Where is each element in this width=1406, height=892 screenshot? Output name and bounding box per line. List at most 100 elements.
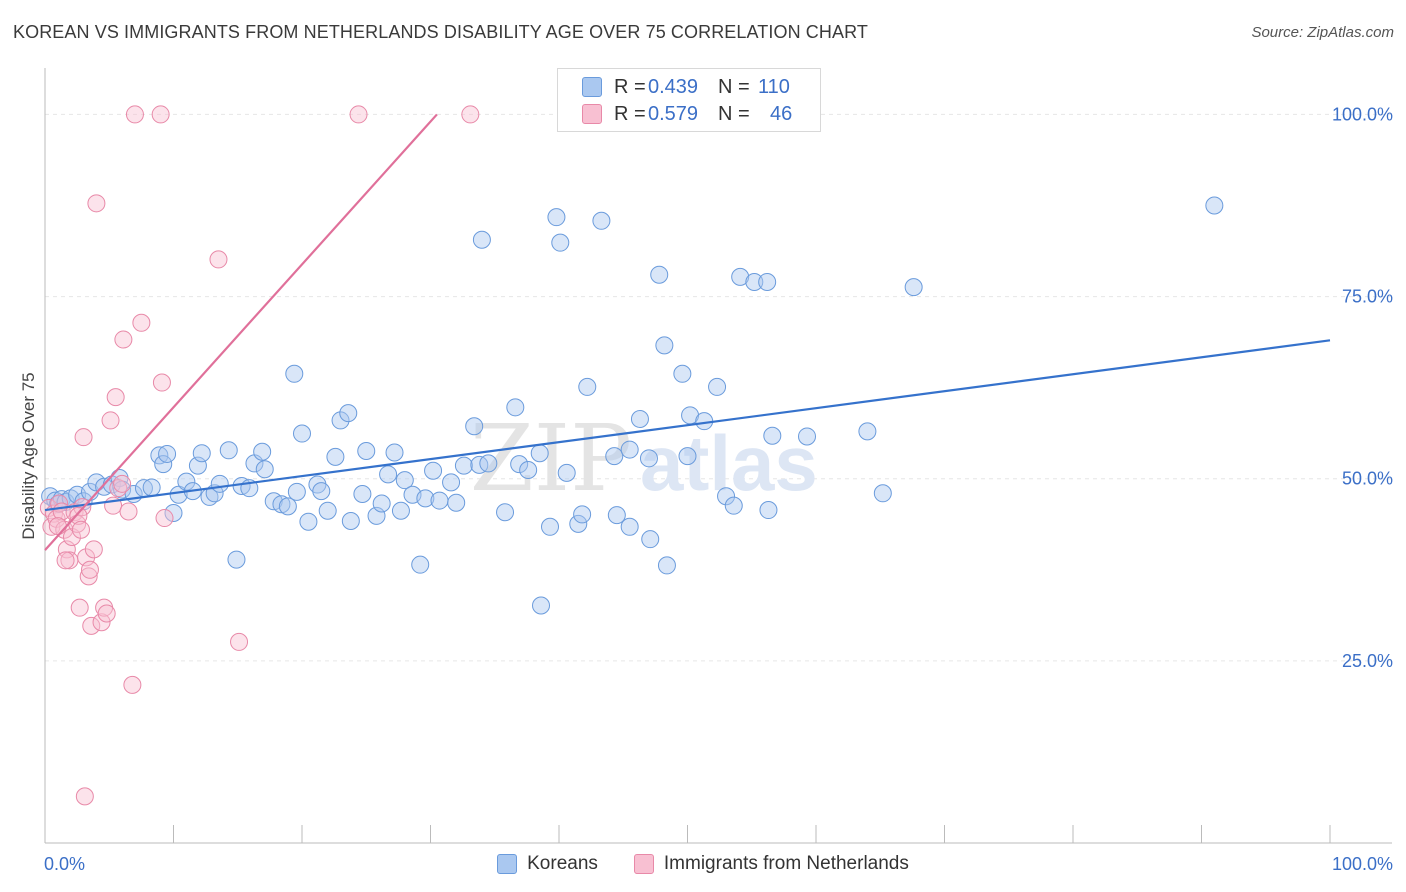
data-point-koreans xyxy=(724,496,743,515)
series-legend-koreans: Koreans xyxy=(497,853,598,875)
data-point-koreans xyxy=(287,482,306,501)
data-point-netherlands xyxy=(113,474,132,493)
data-points xyxy=(39,105,1224,806)
data-point-netherlands xyxy=(92,613,111,632)
data-point-koreans xyxy=(95,477,114,496)
data-point-koreans xyxy=(272,495,291,514)
series-label-netherlands: Immigrants from Netherlands xyxy=(663,853,909,874)
data-point-koreans xyxy=(293,424,311,443)
data-point-koreans xyxy=(430,491,449,510)
grid-lines xyxy=(45,113,1392,662)
data-point-koreans xyxy=(278,497,297,516)
data-point-koreans xyxy=(506,398,525,417)
x-tick-label: 0.0% xyxy=(44,854,85,874)
legend-r-label: R = xyxy=(614,75,646,98)
data-point-koreans xyxy=(655,336,674,355)
data-point-koreans xyxy=(858,422,877,441)
data-point-netherlands xyxy=(71,520,90,539)
data-point-netherlands xyxy=(48,517,67,536)
data-point-netherlands xyxy=(69,506,88,525)
data-point-koreans xyxy=(1205,196,1224,215)
data-point-koreans xyxy=(758,273,777,291)
data-point-koreans xyxy=(592,211,611,230)
data-point-koreans xyxy=(657,556,676,575)
data-point-netherlands xyxy=(106,388,125,407)
trend-line-koreans xyxy=(44,339,1331,512)
data-point-netherlands xyxy=(82,616,101,635)
data-point-koreans xyxy=(578,377,597,396)
data-point-koreans xyxy=(372,494,391,513)
data-point-koreans xyxy=(717,487,736,506)
legend-swatch-koreans xyxy=(582,77,602,97)
legend-r-value: 0.439 xyxy=(648,75,699,98)
trend-line-netherlands xyxy=(44,113,438,551)
data-point-koreans xyxy=(904,278,923,297)
data-point-koreans xyxy=(873,484,892,503)
data-point-netherlands xyxy=(230,632,249,651)
data-point-koreans xyxy=(620,440,639,459)
data-point-koreans xyxy=(547,208,566,227)
data-point-koreans xyxy=(339,404,358,423)
data-point-koreans xyxy=(530,444,549,463)
data-point-koreans xyxy=(227,550,246,569)
tick-labels: 25.0% 50.0% 75.0% 100.0% 0.0% 100.0% xyxy=(44,104,1393,874)
watermark-zip: ZIP xyxy=(470,405,632,512)
legend-n-value: 110 xyxy=(758,75,790,98)
data-point-koreans xyxy=(391,501,410,520)
data-point-koreans xyxy=(253,442,272,461)
data-point-koreans xyxy=(496,503,515,522)
y-tick-label: 25.0% xyxy=(1342,651,1393,671)
data-point-koreans xyxy=(731,267,750,286)
data-point-koreans xyxy=(357,442,376,461)
data-point-koreans xyxy=(395,471,414,490)
y-tick-label: 100.0% xyxy=(1332,104,1393,124)
legend-row-koreans: R = 0.439 N = 110 xyxy=(582,75,790,99)
data-point-netherlands xyxy=(119,502,138,521)
data-point-koreans xyxy=(150,446,169,465)
y-tick-label: 75.0% xyxy=(1342,287,1393,307)
data-point-koreans xyxy=(557,463,576,482)
data-point-koreans xyxy=(219,441,238,460)
data-point-koreans xyxy=(708,377,727,396)
data-point-netherlands xyxy=(151,105,170,124)
data-point-netherlands xyxy=(74,428,93,447)
data-point-koreans xyxy=(154,455,173,474)
data-point-koreans xyxy=(192,444,211,463)
data-point-netherlands xyxy=(80,560,99,579)
data-point-koreans xyxy=(285,364,304,383)
data-point-koreans xyxy=(385,443,404,462)
data-point-koreans xyxy=(532,596,551,615)
data-point-koreans xyxy=(745,273,764,291)
data-point-koreans xyxy=(341,511,360,530)
legend-n-value: 46 xyxy=(770,102,793,125)
data-point-netherlands xyxy=(75,787,94,806)
data-point-netherlands xyxy=(125,105,144,124)
data-point-koreans xyxy=(210,474,229,493)
data-point-koreans xyxy=(510,455,529,474)
data-point-koreans xyxy=(541,517,560,536)
data-point-koreans xyxy=(639,449,658,468)
axes xyxy=(44,68,1392,844)
data-point-koreans xyxy=(416,489,435,508)
data-point-koreans xyxy=(299,512,318,531)
legend-r-value: 0.579 xyxy=(648,102,699,125)
data-point-koreans xyxy=(678,447,697,466)
data-point-koreans xyxy=(650,265,669,284)
data-point-netherlands xyxy=(209,250,228,269)
data-point-koreans xyxy=(312,482,331,501)
chart-title: KOREAN VS IMMIGRANTS FROM NETHERLANDS DI… xyxy=(13,22,868,42)
data-point-koreans xyxy=(607,506,626,525)
data-point-koreans xyxy=(318,501,337,520)
data-point-netherlands xyxy=(349,105,368,124)
x-tick-label: 100.0% xyxy=(1332,854,1393,874)
data-point-koreans xyxy=(620,517,639,536)
data-point-koreans xyxy=(569,514,588,533)
data-point-koreans xyxy=(142,478,161,497)
data-point-netherlands xyxy=(461,105,480,124)
data-point-koreans xyxy=(641,530,660,549)
data-point-koreans xyxy=(326,447,345,466)
data-point-koreans xyxy=(551,233,570,252)
series-swatch-netherlands xyxy=(633,854,654,874)
data-point-koreans xyxy=(442,473,461,492)
data-point-koreans xyxy=(479,454,498,473)
